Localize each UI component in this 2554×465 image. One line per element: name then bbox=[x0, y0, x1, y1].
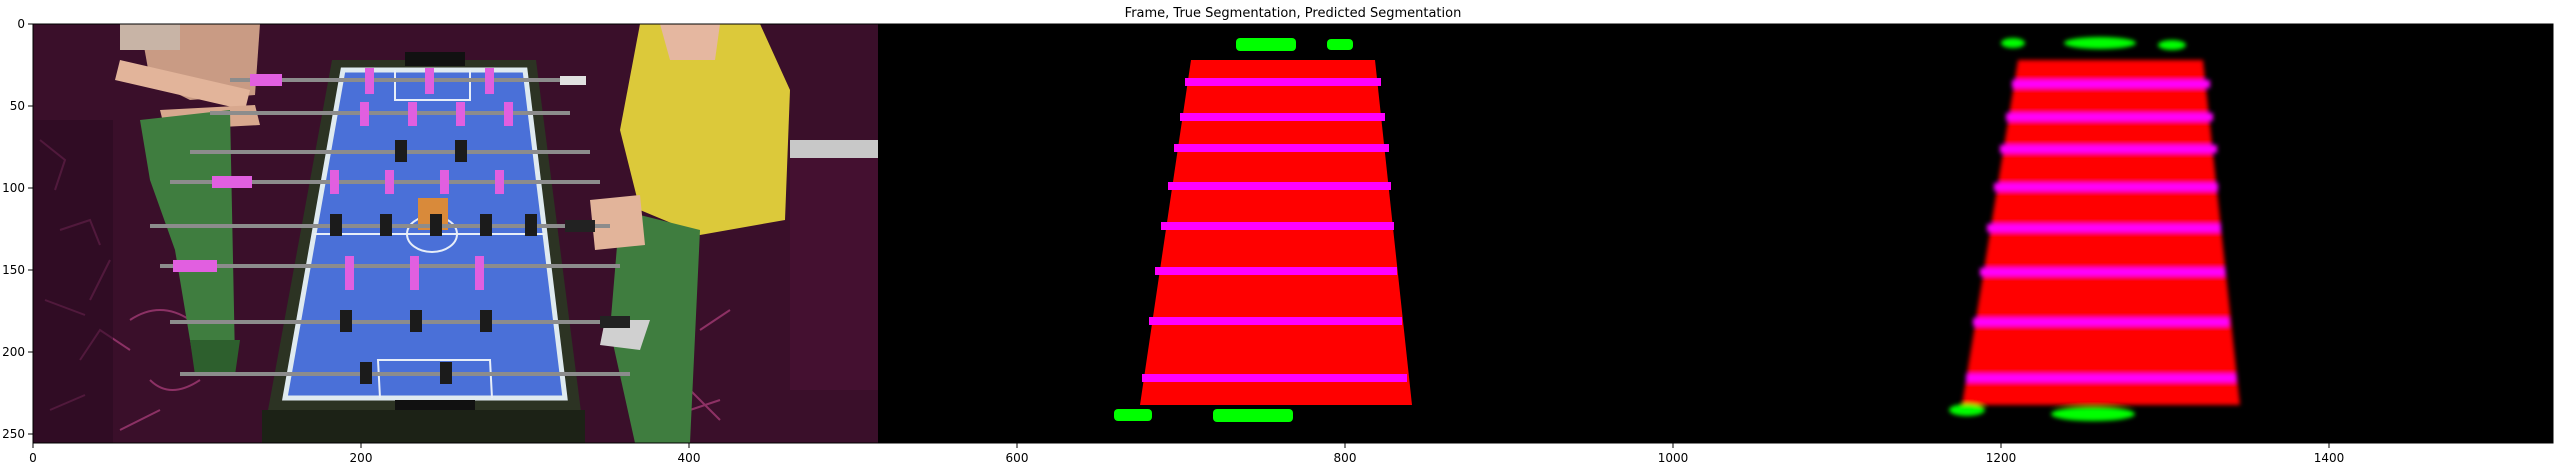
true-goal-regions bbox=[1114, 38, 1353, 422]
floor-light bbox=[790, 140, 878, 158]
y-tick-label: 200 bbox=[2, 345, 25, 359]
predicted-rod-bands bbox=[1966, 80, 2236, 382]
axes-frame bbox=[32, 23, 2554, 444]
y-tick-label: 100 bbox=[2, 181, 25, 195]
true-rod-bands bbox=[1142, 78, 1407, 382]
x-tick-label: 0 bbox=[29, 451, 37, 465]
dark-players bbox=[330, 140, 537, 384]
x-tick-label: 400 bbox=[678, 451, 701, 465]
carpet-right-glitch bbox=[790, 140, 878, 390]
true-segmentation-panel bbox=[1114, 38, 1412, 422]
table-bottom-edge bbox=[262, 410, 585, 443]
predicted-segmentation-panel bbox=[1949, 37, 2240, 421]
rod-handles bbox=[173, 74, 630, 328]
x-tick-label: 200 bbox=[350, 451, 373, 465]
predicted-goal-regions bbox=[1949, 37, 2186, 421]
x-tick-label: 1200 bbox=[1986, 451, 2017, 465]
x-tick-label: 1000 bbox=[1658, 451, 1689, 465]
x-tick-label: 800 bbox=[1334, 451, 1357, 465]
y-tick-label: 50 bbox=[10, 99, 25, 113]
figure-title: Frame, True Segmentation, Predicted Segm… bbox=[1125, 6, 1462, 21]
y-tick-label: 0 bbox=[17, 17, 25, 31]
x-tick-label: 1400 bbox=[2314, 451, 2345, 465]
left-person bbox=[115, 24, 260, 375]
x-tick-label: 600 bbox=[1006, 451, 1029, 465]
right-person bbox=[590, 24, 790, 443]
goal-top bbox=[405, 52, 465, 66]
pink-players bbox=[330, 68, 513, 290]
y-tick-label: 250 bbox=[2, 427, 25, 441]
carpet-left-strip bbox=[33, 120, 113, 443]
field-lines bbox=[314, 70, 545, 399]
y-axis: 0 50 100 150 200 250 bbox=[2, 17, 33, 441]
image-area bbox=[33, 24, 2553, 443]
y-tick-label: 150 bbox=[2, 263, 25, 277]
frame-panel bbox=[33, 24, 878, 443]
x-axis: 0 200 400 600 800 1000 1200 1400 bbox=[29, 443, 2344, 465]
